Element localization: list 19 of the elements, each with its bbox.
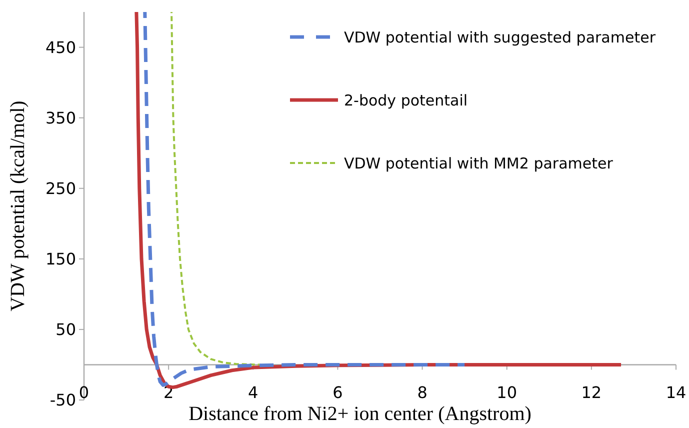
x-tick-label: 8 [417,383,428,402]
y-axis-title: VDW potential (kcal/mol) [7,100,29,312]
x-tick-label: 14 [666,383,686,402]
x-tick-label: 6 [332,383,343,402]
x-tick-label: 12 [581,383,602,402]
y-tick-label: 350 [45,108,76,128]
y-tick-label: -50 [50,390,76,410]
y-tick-label: 450 [45,38,76,57]
y-tick-label: 50 [56,320,76,340]
y-tick-label: 250 [45,178,76,198]
y-tick-label: 150 [45,250,76,269]
x-axis-title: Distance from Ni2+ ion center (Angstrom) [188,403,532,425]
x-tick-label: 0 [78,383,90,402]
legend-label: VDW potential with MM2 parameter [344,154,614,172]
legend-label: 2-body potentail [344,91,468,110]
line-series [170,12,262,366]
x-tick-label: 4 [248,383,258,402]
x-tick-label: 10 [496,383,518,402]
legend-label: VDW potential with suggested parameter [344,28,656,46]
